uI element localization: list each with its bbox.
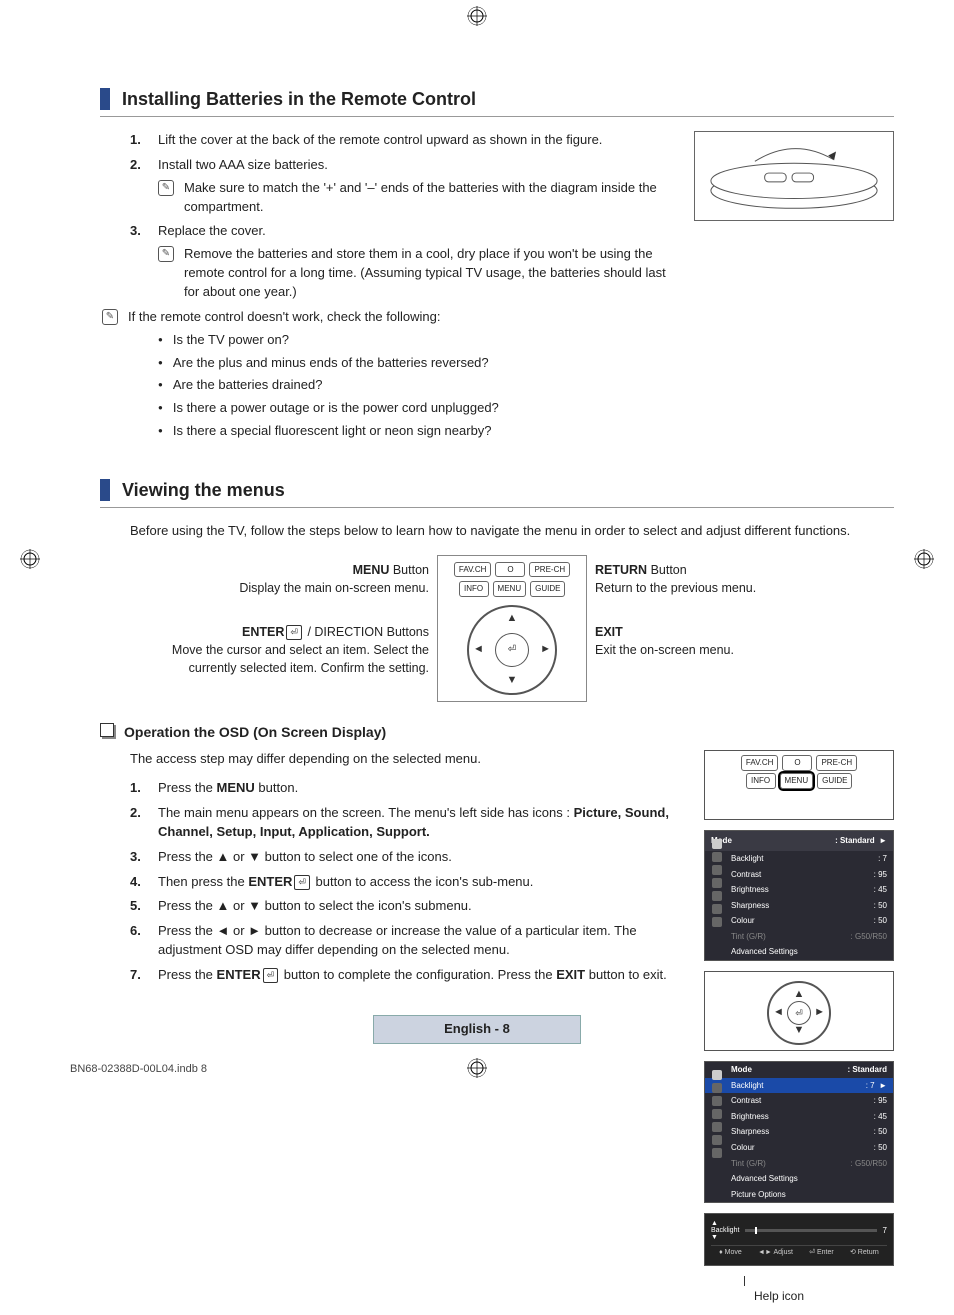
osd-step: The main menu appears on the screen. The… [158, 804, 684, 842]
return-button-desc: Return to the previous menu. [595, 579, 886, 597]
osd-step: Then press the ENTER⏎ button to access t… [158, 873, 533, 892]
note-icon: ✎ [102, 309, 118, 325]
guide-button: GUIDE [530, 581, 565, 597]
heading-bar-icon [100, 88, 110, 110]
registration-mark-icon [467, 1058, 487, 1078]
note-text: Make sure to match the '+' and '–' ends … [184, 179, 684, 217]
print-filename: BN68-02388D-00L04.indb 8 [70, 1062, 207, 1078]
registration-mark-icon [914, 549, 934, 569]
info-button: INFO [459, 581, 489, 597]
enter-button-desc: Move the cursor and select an item. Sele… [138, 641, 429, 677]
osd-step: Press the ▲ or ▼ button to select one of… [158, 848, 452, 867]
enter-icon: ⏎ [263, 968, 279, 983]
menu-button: MENU [493, 581, 527, 597]
check-item: Are the plus and minus ends of the batte… [158, 354, 894, 373]
exit-button-label: EXIT [595, 625, 623, 639]
return-button-label: RETURN [595, 563, 647, 577]
step-text: Install two AAA size batteries. [158, 156, 328, 175]
osd-figure-remote-top: FAV.CH O PRE-CH INFO MENU GUIDE [704, 750, 894, 820]
heading-bar-icon [100, 479, 110, 501]
check-item: Is there a special fluorescent light or … [158, 422, 894, 441]
section-heading: Viewing the menus [100, 477, 894, 508]
check-item: Is the TV power on? [158, 331, 894, 350]
section1-title: Installing Batteries in the Remote Contr… [122, 86, 476, 112]
osd-step: Press the ▲ or ▼ button to select the ic… [158, 897, 472, 916]
page-number: English - 8 [373, 1015, 581, 1044]
osd-heading: Operation the OSD (On Screen Display) [100, 722, 894, 742]
osd-step: Press the ◄ or ► button to decrease or i… [158, 922, 684, 960]
enter-icon: ⏎ [294, 875, 310, 890]
osd-figure-dpad: ⏎ ▲▼ ◄► [704, 971, 894, 1051]
exit-button-desc: Exit the on-screen menu. [595, 641, 886, 659]
check-item: Are the batteries drained? [158, 376, 894, 395]
registration-mark-icon [20, 549, 40, 569]
osd-figure-menu-backlight: Mode: Standard Backlight: 7 ► Contrast: … [704, 1061, 894, 1203]
step-text: Lift the cover at the back of the remote… [158, 131, 602, 150]
prech-button: PRE-CH [529, 562, 570, 578]
section-heading: Installing Batteries in the Remote Contr… [100, 86, 894, 117]
checkbox-icon [100, 723, 114, 737]
direction-pad-icon: ⏎ ▲ ▼ ◄ ► [467, 605, 557, 695]
osd-figure-slider: ▲Backlight▼ 7 ♦ Move ◄► Adjust ⏎ Enter ⟲… [704, 1213, 894, 1265]
remote-diagram: MENU Button Display the main on-screen m… [130, 555, 894, 702]
note-icon: ✎ [158, 246, 174, 262]
registration-mark-icon [467, 6, 487, 26]
favch-button: FAV.CH [454, 562, 492, 578]
menu-button-desc: Display the main on-screen menu. [138, 579, 429, 597]
power-button: O [495, 562, 525, 578]
section2-title: Viewing the menus [122, 477, 285, 503]
osd-figure-menu-mode: Mode: Standard ► Backlight: 7 Contrast: … [704, 830, 894, 961]
remote-illustration: FAV.CH O PRE-CH INFO MENU GUIDE ⏎ ▲ ▼ ◄ … [437, 555, 587, 702]
menu-button-label: MENU [353, 563, 390, 577]
osd-step: Press the MENU button. [158, 779, 298, 798]
note-text: Remove the batteries and store them in a… [184, 245, 684, 302]
troubleshoot-list: Is the TV power on? Are the plus and min… [130, 331, 894, 441]
enter-button-label: ENTER [242, 625, 284, 639]
note-icon: ✎ [158, 180, 174, 196]
help-icon-callout: Help icon [704, 1276, 894, 1305]
remote-battery-illustration [694, 131, 894, 221]
check-intro: If the remote control doesn't work, chec… [128, 308, 440, 327]
step-text: Replace the cover. [158, 222, 266, 241]
osd-step: Press the ENTER⏎ button to complete the … [158, 966, 667, 985]
section2-intro: Before using the TV, follow the steps be… [130, 522, 894, 541]
enter-icon: ⏎ [286, 625, 302, 640]
check-item: Is there a power outage or is the power … [158, 399, 894, 418]
